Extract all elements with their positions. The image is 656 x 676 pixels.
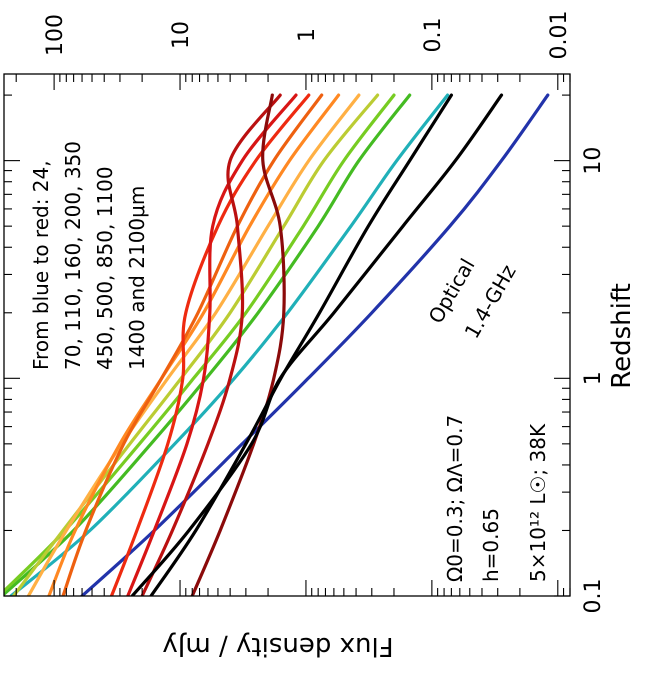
series-line-2 <box>9 93 450 596</box>
plot-frame <box>3 73 571 597</box>
x-tick-label: 10 <box>581 147 606 175</box>
series-line-6 <box>26 93 361 596</box>
series-line-11 <box>140 93 282 596</box>
series-line-3 <box>4 93 412 596</box>
series-line-9 <box>109 93 311 596</box>
x-tick-label: 0.1 <box>581 579 606 614</box>
cosmology-line-3: 5×10¹² L☉; 38K <box>526 423 550 582</box>
x-tick-label: 1 <box>581 371 606 385</box>
series-line-12 <box>190 93 286 596</box>
cosmology-line-1: Ω0=0.3; ΩΛ=0.7 <box>443 415 467 582</box>
series-line-1 <box>80 93 550 596</box>
axis-ticks <box>4 74 571 597</box>
legend-line-2: 70, 110, 160, 200, 350 <box>61 141 85 370</box>
plot-series <box>4 93 550 596</box>
y-tick-label: 100 <box>43 14 68 56</box>
cosmology-line-2: h=0.65 <box>479 508 503 582</box>
legend-line-4: 1400 and 2100μm <box>125 186 149 370</box>
series-line-14 <box>149 93 453 596</box>
series-line-10 <box>126 93 298 596</box>
legend-text: From blue to red: 24, <box>29 160 53 370</box>
x-axis-title: Redshift <box>607 283 637 389</box>
y-tick-label: 0.01 <box>547 11 572 60</box>
series-line-13 <box>130 93 504 596</box>
y-axis-title: Flux density / mJy <box>162 631 393 661</box>
y-tick-label: 0.1 <box>421 18 446 53</box>
tick-labels: 0.1 1 10 100 10 1 0.1 0.01 <box>43 11 606 614</box>
series-line-5 <box>11 93 380 596</box>
legend-line-3: 450, 500, 850, 1100 <box>93 166 117 370</box>
y-tick-label: 10 <box>169 21 194 49</box>
y-tick-label: 1 <box>295 28 320 42</box>
legend-line-1: From blue to red: 24, <box>29 160 53 370</box>
